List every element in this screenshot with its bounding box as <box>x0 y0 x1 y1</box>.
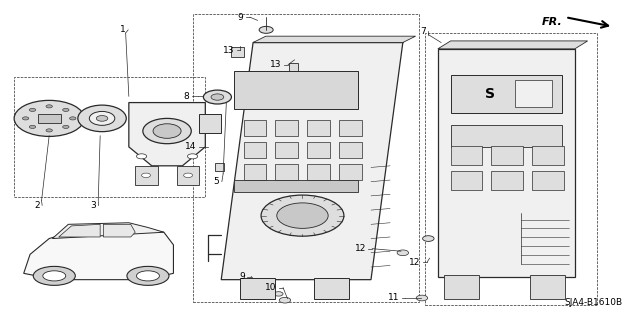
Polygon shape <box>24 227 173 280</box>
Bar <box>275 164 298 180</box>
Bar <box>215 163 225 171</box>
Circle shape <box>184 173 193 178</box>
Text: 12: 12 <box>410 258 420 267</box>
Bar <box>231 47 244 57</box>
Text: 9: 9 <box>238 13 244 22</box>
Text: S: S <box>484 86 495 100</box>
Text: 9: 9 <box>239 272 245 281</box>
Bar <box>532 146 564 165</box>
Text: 10: 10 <box>265 283 276 292</box>
Bar <box>425 33 597 305</box>
Ellipse shape <box>153 124 181 138</box>
Circle shape <box>63 108 69 111</box>
Bar <box>135 166 157 185</box>
Bar <box>492 146 524 165</box>
Bar <box>307 142 330 158</box>
Bar <box>289 63 298 71</box>
Bar <box>339 142 362 158</box>
Circle shape <box>46 129 52 132</box>
Bar <box>244 120 266 136</box>
Ellipse shape <box>33 266 76 286</box>
Circle shape <box>29 108 36 111</box>
Bar <box>339 120 362 136</box>
Polygon shape <box>59 224 100 237</box>
Polygon shape <box>438 49 575 277</box>
Bar <box>199 114 221 133</box>
Bar <box>193 14 419 302</box>
Bar <box>531 275 565 299</box>
Bar <box>241 278 275 299</box>
Bar <box>451 125 562 147</box>
Circle shape <box>204 90 232 104</box>
Ellipse shape <box>14 100 84 137</box>
Bar <box>314 278 349 299</box>
Circle shape <box>136 154 147 159</box>
Polygon shape <box>129 103 205 166</box>
Circle shape <box>422 236 434 241</box>
Ellipse shape <box>143 118 191 144</box>
Bar <box>515 80 552 107</box>
Text: 14: 14 <box>185 142 196 151</box>
Ellipse shape <box>127 266 169 286</box>
Text: 8: 8 <box>184 92 189 101</box>
Bar <box>244 164 266 180</box>
Bar <box>234 180 358 192</box>
Bar <box>234 71 358 109</box>
Text: 2: 2 <box>34 201 40 210</box>
Text: 11: 11 <box>387 293 399 302</box>
Circle shape <box>63 125 69 129</box>
Polygon shape <box>221 42 403 280</box>
Ellipse shape <box>78 105 126 132</box>
Text: 13: 13 <box>223 46 234 55</box>
Text: 7: 7 <box>420 27 426 36</box>
Circle shape <box>29 125 36 129</box>
Circle shape <box>279 297 291 303</box>
Ellipse shape <box>136 271 159 281</box>
Circle shape <box>141 173 150 178</box>
Bar <box>275 142 298 158</box>
Polygon shape <box>253 36 415 42</box>
Text: 3: 3 <box>90 201 96 210</box>
Text: FR.: FR. <box>541 17 562 27</box>
Bar <box>451 75 562 113</box>
Circle shape <box>188 154 198 159</box>
Bar <box>444 275 479 299</box>
Polygon shape <box>103 224 135 237</box>
Bar <box>177 166 199 185</box>
Ellipse shape <box>90 111 115 125</box>
Circle shape <box>46 105 52 108</box>
Bar <box>339 164 362 180</box>
Circle shape <box>276 203 328 228</box>
Circle shape <box>416 295 428 301</box>
Text: SJA4-B1610B: SJA4-B1610B <box>564 298 623 307</box>
Ellipse shape <box>43 271 66 281</box>
Circle shape <box>261 195 344 236</box>
Text: 5: 5 <box>214 177 220 186</box>
Bar <box>451 146 483 165</box>
Circle shape <box>70 117 76 120</box>
Bar <box>451 171 483 190</box>
Bar <box>38 114 61 123</box>
Text: 1: 1 <box>120 25 125 34</box>
Circle shape <box>274 292 283 296</box>
Circle shape <box>397 250 408 256</box>
Bar <box>532 171 564 190</box>
Bar <box>275 120 298 136</box>
Circle shape <box>211 94 224 100</box>
Circle shape <box>97 115 108 121</box>
Circle shape <box>445 288 456 293</box>
Bar <box>492 171 524 190</box>
Circle shape <box>259 26 273 33</box>
Circle shape <box>259 291 272 297</box>
Text: 12: 12 <box>355 244 366 253</box>
Bar <box>307 164 330 180</box>
Polygon shape <box>52 223 164 239</box>
Polygon shape <box>438 41 588 49</box>
Bar <box>244 142 266 158</box>
Bar <box>14 77 205 197</box>
Bar <box>307 120 330 136</box>
Text: 13: 13 <box>270 60 282 69</box>
Circle shape <box>22 117 29 120</box>
